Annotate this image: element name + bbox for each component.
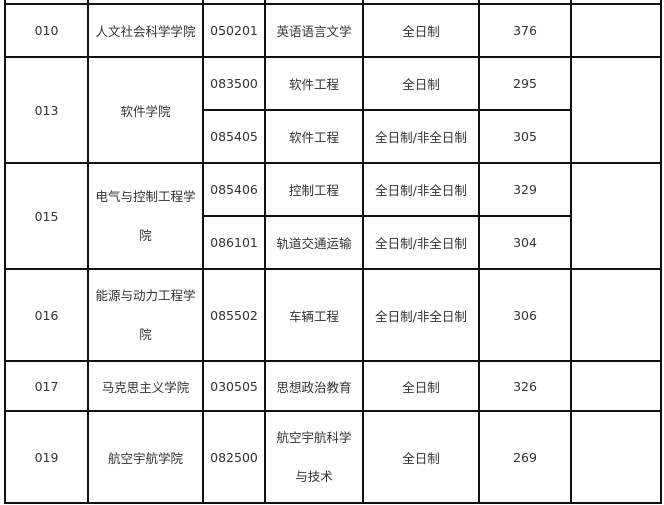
major-name: 软件工程 bbox=[264, 56, 364, 111]
major-name: 英语语言文学 bbox=[264, 3, 364, 58]
college-name: 能源与动力工程学院 bbox=[87, 268, 204, 362]
note bbox=[570, 56, 662, 164]
major-code: 085502 bbox=[202, 268, 266, 362]
major-name: 车辆工程 bbox=[264, 268, 364, 362]
score: 295 bbox=[478, 56, 572, 111]
major-name: 软件工程 bbox=[264, 109, 364, 164]
table-row: 019 航空宇航学院 082500 航空宇航科学与技术 全日制 269 bbox=[4, 410, 662, 504]
college-code: 013 bbox=[4, 56, 89, 164]
college-code: 016 bbox=[4, 268, 89, 362]
score: 269 bbox=[478, 410, 572, 504]
college-code: 019 bbox=[4, 410, 89, 504]
note bbox=[570, 162, 662, 270]
table-row: 016 能源与动力工程学院 085502 车辆工程 全日制/非全日制 306 bbox=[4, 268, 662, 362]
score: 326 bbox=[478, 360, 572, 412]
college-name: 马克思主义学院 bbox=[87, 360, 204, 412]
major-name-text: 航空宇航科学与技术 bbox=[276, 430, 352, 484]
table-row-partial bbox=[4, 0, 662, 5]
score: 329 bbox=[478, 162, 572, 217]
table-row: 086101 轨道交通运输 全日制/非全日制 304 bbox=[5, 215, 661, 270]
college-name: 人文社会科学学院 bbox=[87, 3, 204, 58]
study-mode: 全日制 bbox=[362, 56, 480, 111]
study-mode: 全日制/非全日制 bbox=[362, 109, 480, 164]
college-name: 航空宇航学院 bbox=[87, 410, 204, 504]
major-code: 085406 bbox=[202, 162, 266, 217]
major-code: 085405 bbox=[202, 109, 266, 164]
note bbox=[570, 3, 662, 58]
table-row: 013 软件学院 083500 软件工程 全日制 295 bbox=[4, 56, 662, 164]
study-mode: 全日制/非全日制 bbox=[362, 268, 480, 362]
admission-score-table: 010 人文社会科学学院 050201 英语语言文学 全日制 376 013 软… bbox=[4, 0, 662, 504]
college-code: 017 bbox=[4, 360, 89, 412]
college-code: 015 bbox=[4, 162, 89, 270]
note bbox=[570, 410, 662, 504]
note bbox=[570, 360, 662, 412]
study-mode: 全日制 bbox=[362, 410, 480, 504]
major-name: 航空宇航科学与技术 bbox=[264, 410, 364, 504]
study-mode: 全日制/非全日制 bbox=[362, 215, 480, 270]
study-mode: 全日制 bbox=[362, 3, 480, 58]
table-row: 017 马克思主义学院 030505 思想政治教育 全日制 326 bbox=[4, 360, 662, 412]
note bbox=[570, 268, 662, 362]
college-code: 010 bbox=[4, 3, 89, 58]
major-code: 083500 bbox=[202, 56, 266, 111]
major-code: 030505 bbox=[202, 360, 266, 412]
major-code: 050201 bbox=[202, 3, 266, 58]
table-row: 085405 软件工程 全日制/非全日制 305 bbox=[5, 109, 661, 164]
college-name: 软件学院 bbox=[87, 56, 204, 164]
college-name-text: 能源与动力工程学院 bbox=[95, 288, 196, 342]
study-mode: 全日制 bbox=[362, 360, 480, 412]
score: 376 bbox=[478, 3, 572, 58]
table-row: 010 人文社会科学学院 050201 英语语言文学 全日制 376 bbox=[4, 3, 662, 58]
college-name: 电气与控制工程学院 bbox=[87, 162, 204, 270]
major-name: 思想政治教育 bbox=[264, 360, 364, 412]
score: 304 bbox=[478, 215, 572, 270]
major-name: 轨道交通运输 bbox=[264, 215, 364, 270]
study-mode: 全日制/非全日制 bbox=[362, 162, 480, 217]
major-name: 控制工程 bbox=[264, 162, 364, 217]
major-code: 082500 bbox=[202, 410, 266, 504]
score: 305 bbox=[478, 109, 572, 164]
table-row: 015 电气与控制工程学院 085406 控制工程 全日制/非全日制 329 bbox=[4, 162, 662, 270]
major-code: 086101 bbox=[202, 215, 266, 270]
college-name-text: 电气与控制工程学院 bbox=[95, 189, 196, 243]
score: 306 bbox=[478, 268, 572, 362]
